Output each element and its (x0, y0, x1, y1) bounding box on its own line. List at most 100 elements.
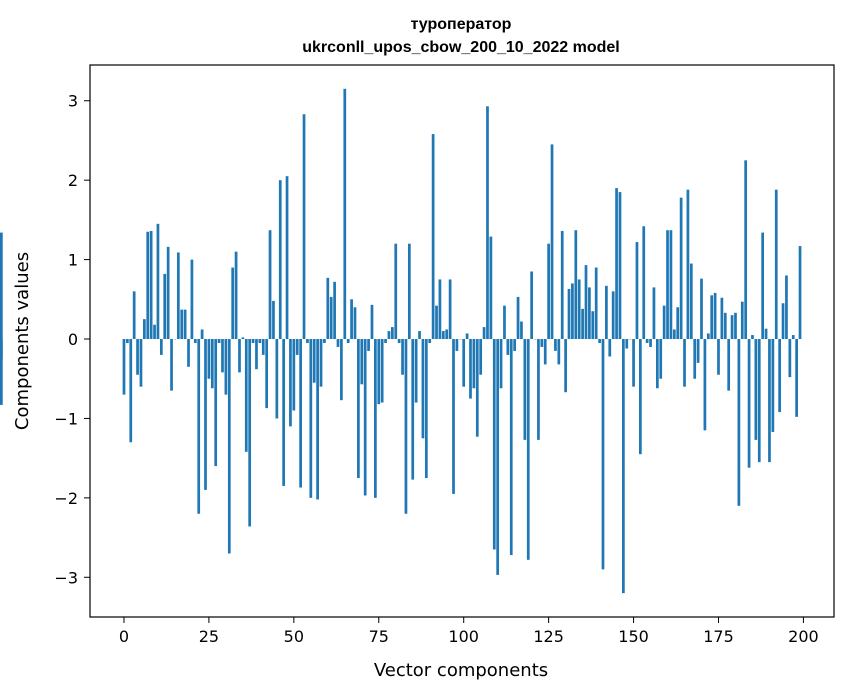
bar-116 (516, 296, 520, 340)
bar-43 (268, 230, 272, 340)
bar-143 (608, 339, 612, 357)
bar-155 (649, 339, 652, 347)
bar-197 (791, 335, 795, 340)
x-tick-label: 0 (119, 627, 129, 646)
bar-41 (261, 339, 265, 355)
bar-91 (431, 134, 435, 340)
bar-77 (384, 339, 387, 343)
bar-55 (309, 339, 313, 498)
bar-112 (503, 305, 506, 340)
bar-50 (292, 339, 296, 411)
bar-96 (448, 279, 452, 340)
y-tick-label: −2 (54, 489, 78, 508)
bar-111 (499, 339, 503, 389)
bar-90 (428, 339, 432, 343)
bar-17 (180, 309, 184, 340)
bar-42 (265, 339, 269, 409)
bar-36 (244, 339, 248, 452)
bar-24 (204, 339, 207, 490)
bar-124 (543, 339, 547, 365)
bar-53 (302, 114, 306, 340)
bar-198 (795, 339, 798, 417)
bar-109 (492, 339, 496, 550)
bar-113 (506, 339, 510, 355)
bar-62 (333, 281, 336, 340)
bar-172 (706, 333, 710, 340)
bar-33 (234, 251, 238, 340)
bar-123 (540, 339, 544, 347)
bar-95 (445, 329, 449, 340)
bar-57 (316, 339, 319, 500)
bar-76 (380, 339, 384, 403)
bar-7 (146, 231, 150, 340)
bar-128 (557, 339, 561, 365)
bar-69 (357, 339, 360, 479)
bar-94 (441, 331, 445, 340)
bar-194 (781, 303, 785, 340)
bar-89 (424, 339, 428, 479)
bar-73 (370, 304, 374, 340)
bar-136 (584, 265, 588, 340)
bar-141 (601, 339, 605, 570)
y-tick-label: −1 (54, 409, 78, 428)
y-axis-ticks: −3 −2 −1 0 1 2 3 (54, 92, 90, 587)
bar-18 (183, 309, 187, 340)
x-tick-label: 100 (448, 627, 479, 646)
bar-34 (238, 339, 241, 373)
y-tick-label: 3 (68, 92, 78, 111)
bar-193 (778, 339, 782, 413)
bar-undefined (0, 339, 3, 359)
bar-176 (720, 297, 724, 340)
bar-84 (407, 243, 411, 340)
bar-88 (421, 339, 425, 439)
bar-147 (622, 339, 625, 594)
bar-120 (530, 271, 534, 340)
bar-161 (669, 230, 673, 340)
bar-85 (411, 339, 415, 480)
bar-158 (659, 339, 663, 379)
bar-92 (435, 305, 438, 340)
bar-183 (744, 160, 748, 340)
bar-148 (625, 339, 629, 349)
bar-188 (761, 232, 765, 340)
x-tick-label: 200 (788, 627, 819, 646)
bar-182 (740, 301, 744, 340)
bar-80 (394, 243, 398, 340)
bar-28 (217, 339, 221, 343)
bar-38 (251, 339, 255, 343)
bar-31 (227, 339, 231, 554)
y-axis-label: Components values (12, 252, 33, 430)
bar-100 (462, 339, 466, 387)
bar-13 (166, 246, 170, 340)
bar-144 (611, 291, 615, 340)
bar-6 (142, 319, 146, 340)
bar-138 (591, 311, 595, 340)
bar-4 (136, 339, 139, 375)
bar-142 (605, 285, 608, 340)
bar-39 (255, 339, 258, 370)
bar-192 (774, 189, 778, 340)
bar-35 (241, 337, 245, 340)
bar-1 (126, 339, 129, 343)
bar-8 (149, 230, 153, 340)
x-axis-ticks: 0 25 50 75 100 125 150 175 200 (119, 617, 819, 646)
bar-180 (734, 312, 737, 340)
bar-173 (710, 295, 714, 340)
bar-135 (581, 308, 584, 340)
bar-30 (224, 339, 228, 395)
bar-126 (550, 144, 554, 340)
bar-150 (632, 339, 635, 387)
bar-187 (757, 339, 761, 463)
bar-151 (635, 242, 639, 340)
bar-64 (340, 339, 343, 401)
bar-74 (374, 339, 377, 498)
x-tick-label: 50 (284, 627, 304, 646)
bar-171 (703, 339, 707, 431)
bar-61 (329, 296, 333, 340)
bar-52 (299, 339, 302, 488)
bar-189 (764, 328, 768, 340)
bar-164 (679, 197, 683, 340)
bar-162 (672, 329, 676, 340)
bar-60 (326, 277, 330, 340)
